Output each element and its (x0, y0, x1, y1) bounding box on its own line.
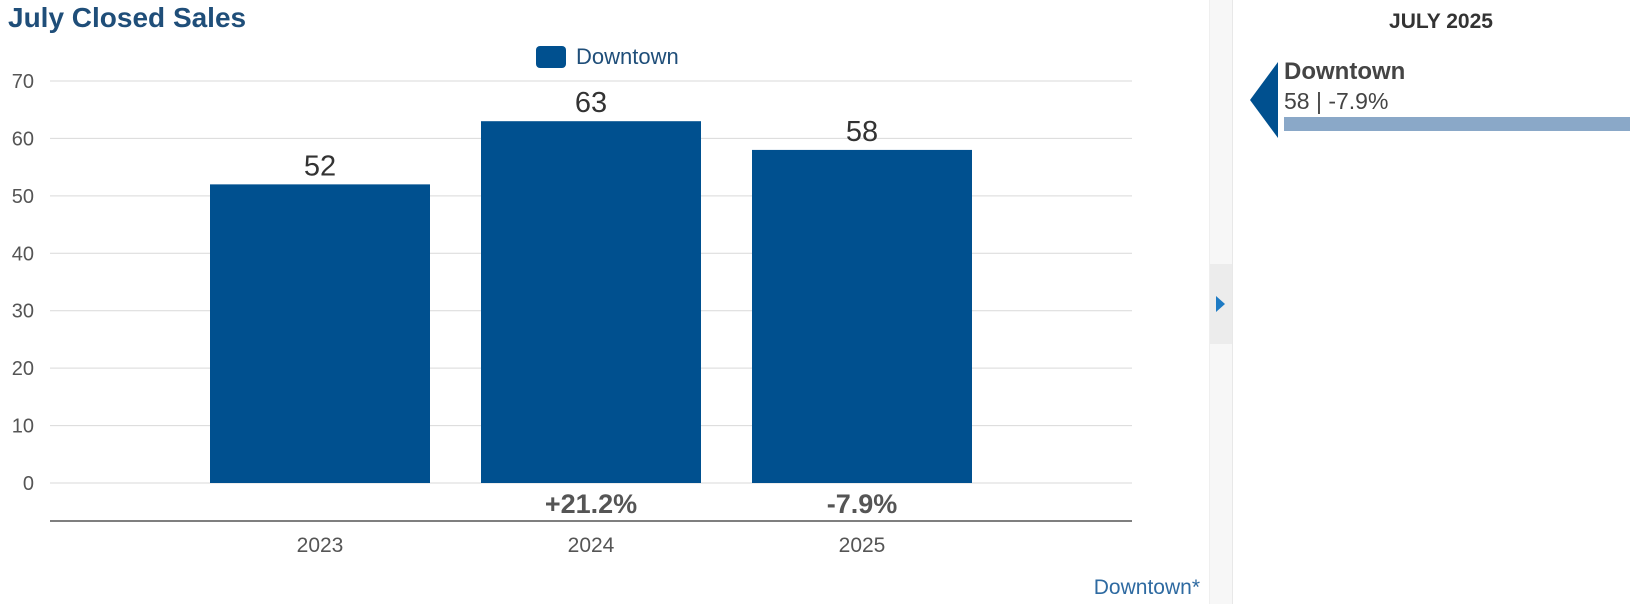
legend-label: Downtown (576, 44, 679, 69)
x-tick-label: 2025 (839, 534, 886, 557)
bar (752, 149, 972, 483)
bar (481, 121, 701, 483)
x-tick-label: 2023 (297, 534, 344, 557)
summary-panel: JULY 2025 Downtown 58 | -7.9% (1232, 0, 1650, 604)
bar-value-label: 63 (575, 87, 607, 119)
summary-month: JULY 2025 (1389, 10, 1493, 33)
y-tick-label: 30 (12, 301, 34, 323)
page-title: July Closed Sales (8, 2, 247, 33)
bar-value-label: 58 (846, 116, 878, 148)
y-tick-label: 70 (12, 71, 34, 93)
y-tick-label: 0 (23, 473, 34, 495)
summary-bar (1284, 117, 1630, 131)
summary-name: Downtown (1284, 58, 1406, 85)
y-tick-label: 60 (12, 128, 34, 150)
x-tick-label: 2024 (568, 534, 615, 557)
bar-value-label: 52 (304, 150, 336, 182)
pointer-arrow-icon (1250, 62, 1278, 138)
footnote: Downtown* (1093, 576, 1200, 599)
change-label: +21.2% (545, 489, 637, 519)
chart-legend[interactable]: Downtown (536, 44, 679, 70)
y-tick-label: 10 (12, 416, 34, 438)
y-tick-label: 50 (12, 186, 34, 208)
expand-arrow-icon[interactable] (1216, 296, 1225, 312)
y-tick-label: 20 (12, 358, 34, 380)
change-label: -7.9% (827, 489, 898, 519)
summary-value: 58 | -7.9% (1284, 88, 1389, 114)
y-tick-label: 40 (12, 243, 34, 265)
legend-swatch (536, 46, 566, 68)
bar (210, 184, 430, 483)
bar-chart: 0 10 20 30 40 50 60 70 52 2023 63 +21.2% 2024 58 -7.9%… (12, 71, 1132, 557)
